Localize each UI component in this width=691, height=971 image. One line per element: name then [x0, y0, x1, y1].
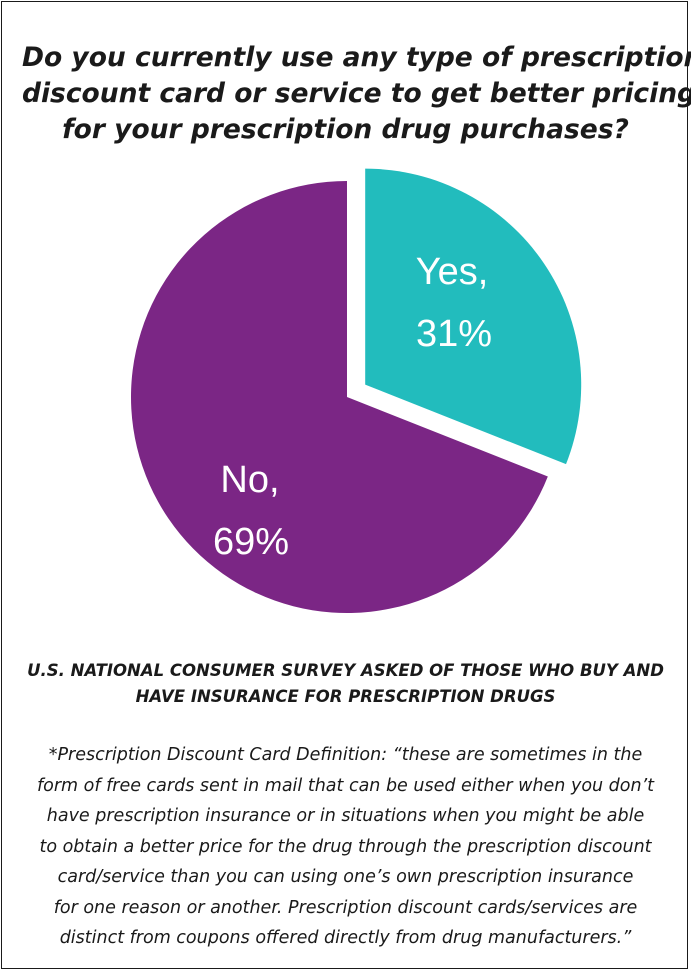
definition-line: to obtain a better price for the drug th… [39, 836, 652, 857]
definition-line: card/service than you can using one’s ow… [57, 867, 634, 887]
chart-title-line: for your prescription drug purchases? [62, 114, 629, 145]
survey-note-line: HAVE INSURANCE FOR PRESCRIPTION DRUGS [135, 687, 556, 706]
slice-label-yes: Yes, [416, 251, 489, 293]
survey-note: U.S. NATIONAL CONSUMER SURVEY ASKED OF T… [22, 658, 669, 710]
definition-note: *Prescription Discount Card Definition: … [22, 740, 669, 954]
pie-slice-yes [365, 168, 582, 465]
definition-line: have prescription insurance or in situat… [46, 806, 645, 826]
pie-chart: Yes, 31% No, 69% [130, 168, 582, 613]
slice-value-no: 69% [213, 521, 289, 563]
chart-title-line: Do you currently use any type of prescri… [22, 42, 691, 73]
definition-line: for one reason or another. Prescription … [53, 897, 638, 918]
chart-title: Do you currently use any type of prescri… [22, 40, 691, 148]
survey-note-line: U.S. NATIONAL CONSUMER SURVEY ASKED OF T… [27, 661, 664, 680]
slice-label-no: No, [220, 459, 279, 501]
definition-line: distinct from coupons offered directly f… [59, 928, 632, 948]
chart-title-line: discount card or service to get better p… [22, 78, 691, 109]
definition-line: form of free cards sent in mail that can… [36, 775, 655, 796]
pie-slice-no [130, 181, 548, 613]
definition-line: *Prescription Discount Card Definition: … [48, 745, 643, 765]
slice-value-yes: 31% [416, 313, 492, 355]
